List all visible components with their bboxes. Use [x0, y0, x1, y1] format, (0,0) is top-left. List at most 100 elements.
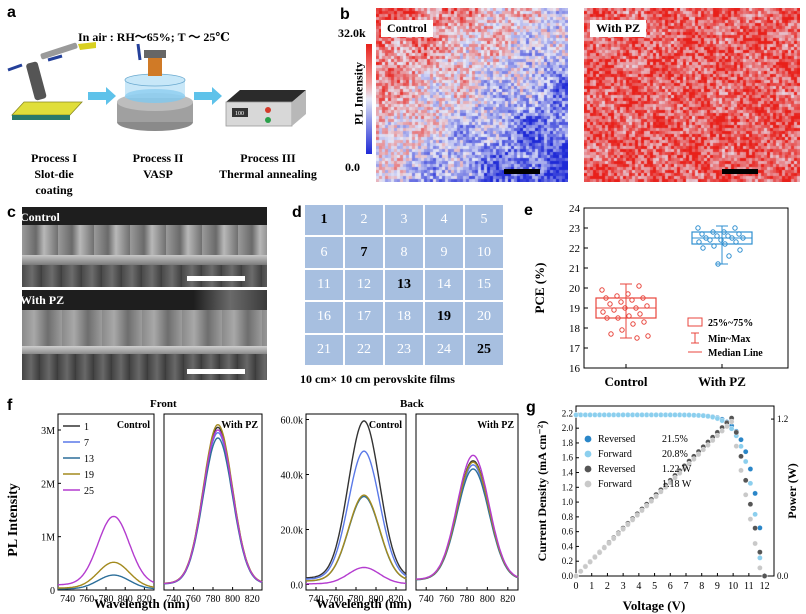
y2-axis-label: Power (W)	[785, 463, 799, 518]
y-tick-label: 24	[569, 203, 581, 215]
curve-point-0	[747, 466, 754, 472]
curve-point-1	[747, 480, 754, 487]
curve-point-3	[606, 540, 612, 547]
data-point	[707, 237, 713, 243]
data-point	[736, 231, 742, 237]
legend-label: Reversed	[598, 464, 635, 475]
data-point	[641, 319, 647, 325]
y-tick-label: 17	[569, 343, 581, 355]
y-tick-label: 19	[569, 303, 581, 315]
y-tick-label: 23	[569, 223, 581, 235]
x-tick-label: 800	[225, 594, 240, 605]
sem-label-with-pz: With PZ	[20, 293, 65, 307]
x-tick-label: 11	[744, 581, 754, 592]
pl-map-with-pz	[584, 8, 800, 182]
curve-point-3	[582, 563, 589, 570]
x-tick-label: 820	[137, 594, 152, 605]
pl-spectrum-front-control: 740 760 780 800 820 0 1M 2M 3M Control 1 7 13 19 25	[41, 413, 155, 605]
data-point	[715, 261, 721, 267]
x-tick-label: 820	[500, 594, 515, 605]
x-tick-label: 8	[699, 581, 704, 592]
data-point	[740, 235, 746, 241]
x-tick-label: 740	[166, 594, 181, 605]
film-cell: 25	[465, 334, 503, 365]
curve-point-3	[747, 516, 754, 522]
y-tick-label: 0.0	[562, 571, 574, 581]
curve-point-1	[662, 412, 669, 418]
curve-point-3	[700, 446, 707, 453]
subplot-title: Control	[117, 420, 150, 431]
curve-point-3	[672, 475, 678, 481]
legend-marker	[584, 465, 592, 473]
curve-point-3	[573, 573, 579, 579]
film-cell: 18	[385, 302, 423, 333]
y-tick-label: 3M	[41, 426, 55, 437]
curve-point-1	[686, 412, 692, 418]
curve-point-3	[615, 531, 622, 537]
film-cell: 16	[305, 302, 343, 333]
x-tick-label: 780	[349, 594, 364, 605]
curve-point-3	[757, 565, 763, 571]
curve-point-1	[709, 414, 716, 420]
data-point	[625, 291, 631, 297]
curve-point-3	[719, 428, 725, 434]
curve-point-3	[601, 545, 608, 551]
curve-point-1	[634, 412, 641, 418]
x-tick-label: 760	[329, 594, 344, 605]
spectrum-line-19	[306, 494, 407, 582]
curve-point-3	[587, 559, 593, 565]
y-tick-label: 21	[569, 263, 580, 275]
data-point	[600, 309, 606, 315]
x-tick-label: 740	[419, 594, 434, 605]
x-tick-label: 760	[439, 594, 454, 605]
film-cell: 3	[385, 205, 423, 236]
subplot-title: Control	[369, 420, 402, 431]
data-point	[603, 295, 609, 301]
subplot-title: With PZ	[221, 420, 258, 431]
legend-label: Reversed	[598, 434, 635, 445]
curve-point-0	[757, 525, 763, 531]
film-cell: 8	[385, 237, 423, 268]
x-tick-label: 10	[728, 581, 738, 592]
curve-point-1	[672, 412, 678, 418]
y-tick-label: 2M	[41, 479, 55, 490]
curve-point-3	[658, 489, 664, 495]
curve-point-1	[757, 555, 763, 561]
map-label-with-pz: With PZ	[590, 20, 647, 37]
legend-marker	[584, 450, 592, 458]
y-tick-label: 40.0k	[281, 471, 304, 482]
curve-point-1	[714, 415, 721, 422]
data-point	[607, 301, 613, 307]
spectrum-line-1	[306, 420, 407, 579]
spectrum-line-25	[416, 454, 519, 580]
curve-point-1	[625, 412, 631, 418]
legend-value: 21.5%	[662, 434, 688, 445]
x-tick-label: 760	[186, 594, 201, 605]
x-tick-label: 800	[118, 594, 133, 605]
x-tick-label: 12	[760, 581, 770, 592]
data-point	[611, 307, 617, 313]
process-2-subtitle: VASP	[143, 167, 173, 181]
curve-point-3	[724, 423, 730, 430]
process-1-title: Process I	[30, 151, 78, 165]
data-point	[633, 305, 639, 311]
film-cell: 2	[345, 205, 383, 236]
data-point	[615, 315, 621, 321]
panel-letter-d: d	[292, 204, 302, 221]
process-3-title: Process III	[240, 151, 296, 165]
data-point	[696, 239, 702, 245]
subplot-title: With PZ	[477, 420, 514, 431]
curve-point-3	[639, 507, 645, 514]
spectrum-line-13	[58, 574, 155, 590]
x-category-label: With PZ	[698, 374, 746, 389]
film-cell: 23	[385, 334, 423, 365]
data-point	[608, 331, 614, 337]
curve-point-1	[695, 412, 702, 419]
x-tick-label: 7	[684, 581, 689, 592]
x-tick-label: 760	[79, 594, 94, 605]
legend-value: 20.8%	[662, 449, 688, 460]
y-tick-label: 2.2	[562, 408, 573, 418]
x-tick-label: 3	[621, 581, 626, 592]
curve-point-1	[653, 412, 659, 418]
curve-point-2	[742, 477, 749, 484]
